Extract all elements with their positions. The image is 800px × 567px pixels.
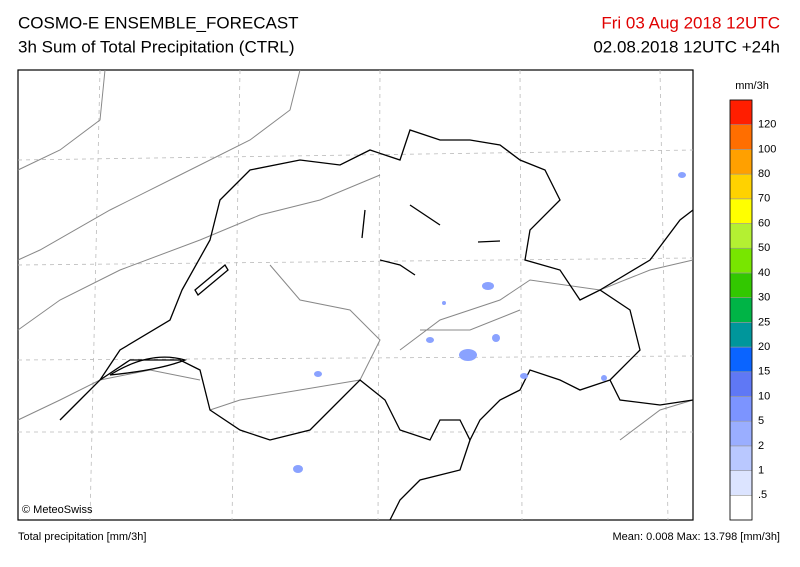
legend-label: 50: [758, 242, 770, 254]
credit: © MeteoSwiss: [22, 504, 93, 516]
legend-swatch: [729, 149, 753, 175]
lakes: [109, 204, 501, 376]
legend-label: 20: [758, 341, 770, 353]
legend-swatch: [729, 322, 753, 348]
legend-swatch: [729, 124, 753, 150]
legend-label: 1: [758, 464, 764, 476]
legend-swatch: [729, 396, 753, 422]
legend-swatch: [729, 420, 753, 447]
legend-label: 80: [758, 168, 770, 180]
legend-swatch: [729, 173, 753, 200]
legend-label: .5: [758, 489, 767, 501]
legend-frame: [729, 99, 753, 521]
legend-swatch: [729, 272, 753, 298]
legend-unit: mm/3h: [735, 80, 769, 92]
legend-label: 25: [758, 316, 770, 328]
legend-label: 40: [758, 267, 770, 279]
map: © MeteoSwiss: [17, 69, 694, 521]
legend-label: 120: [758, 119, 776, 131]
legend-swatch: [729, 223, 753, 249]
legend-swatch: [729, 494, 753, 521]
footer-stats: Mean: 0.008 Max: 13.798 [mm/3h]: [612, 531, 780, 543]
legend-label: 2: [758, 440, 764, 452]
legend-label: 60: [758, 217, 770, 229]
legend-swatch: [729, 198, 753, 224]
run-time: 02.08.2018 12UTC +24h: [593, 37, 780, 56]
map-frame: [17, 69, 694, 521]
valid-time: Fri 03 Aug 2018 12UTC: [601, 13, 780, 32]
legend-swatch: [729, 247, 753, 274]
country-borders: [59, 129, 694, 521]
legend-label: 100: [758, 143, 776, 155]
legend-label: 15: [758, 366, 770, 378]
precipitation: [293, 172, 686, 473]
subtitle: 3h Sum of Total Precipitation (CTRL): [18, 37, 295, 56]
legend-swatch: [729, 445, 753, 471]
legend-label: 70: [758, 193, 770, 205]
legend-swatch: [729, 470, 753, 496]
title: COSMO-E ENSEMBLE_FORECAST: [18, 13, 299, 32]
legend-swatch: [729, 99, 753, 126]
legend-swatch: [729, 297, 753, 323]
legend-label: 30: [758, 292, 770, 304]
graticule: [17, 69, 694, 521]
legend-swatch: [729, 371, 753, 397]
legend-label: 10: [758, 390, 770, 402]
legend-swatch: [729, 346, 753, 373]
footer-label: Total precipitation [mm/3h]: [18, 531, 146, 543]
legend-label: 5: [758, 415, 764, 427]
